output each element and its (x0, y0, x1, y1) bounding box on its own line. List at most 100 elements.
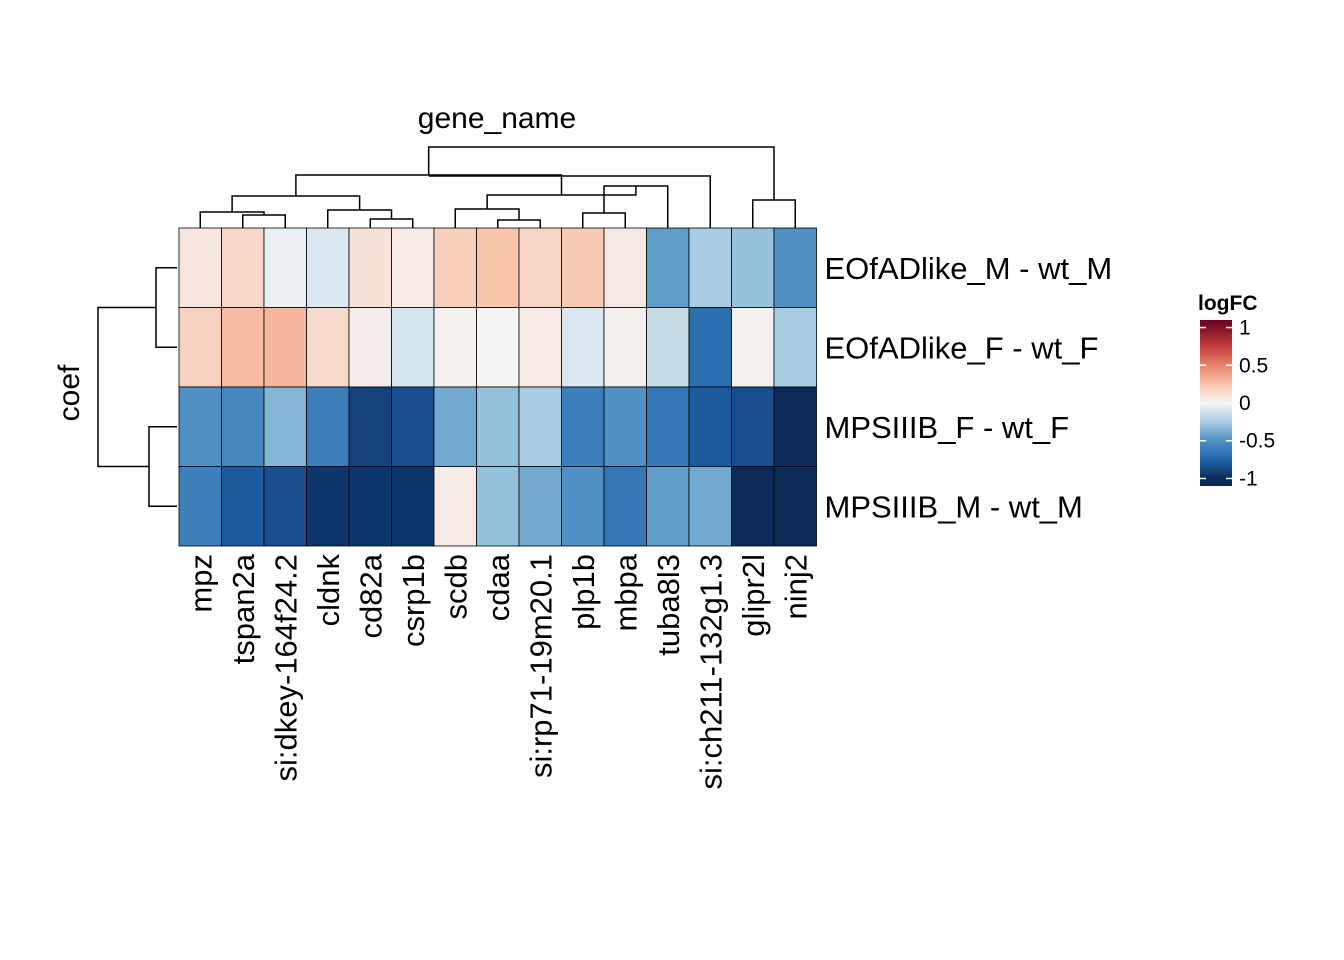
dendrogram-branch (497, 219, 541, 228)
heatmap-cell (178, 386, 222, 467)
column-label: csrp1b (396, 554, 431, 647)
heatmap-cell (561, 307, 605, 388)
heatmap-cell (263, 307, 307, 388)
heatmap-cell (178, 466, 222, 547)
row-label: MPSIIIB_M - wt_M (825, 489, 1083, 524)
row-label: EOfADlike_F - wt_F (825, 330, 1099, 365)
dendrogram-branch (454, 208, 520, 228)
heatmap-cell (221, 466, 265, 547)
heatmap-cell (348, 307, 392, 388)
heatmap-cell (306, 386, 350, 467)
legend-tick-label: 0.5 (1239, 354, 1268, 377)
heatmap-cell (646, 307, 690, 388)
heatmap-cell (773, 466, 817, 547)
heatmap-cell (688, 227, 732, 308)
heatmap-cell (518, 307, 562, 388)
column-label: si:dkey-164f24.2 (268, 554, 303, 781)
heatmap-cell (391, 466, 435, 547)
row-dendrogram (97, 267, 177, 507)
column-label: cdaa (481, 553, 516, 621)
color-legend: logFC 1 0.5 0 -0.5 -1 (1198, 292, 1275, 490)
column-label: plp1b (566, 554, 601, 630)
column-label: cldnk (311, 554, 346, 627)
heatmap-cell (306, 307, 350, 388)
heatmap-cell (603, 386, 647, 467)
dendrogram-branch (295, 174, 563, 196)
column-label: scdb (438, 554, 473, 619)
heatmap-cell (221, 227, 265, 308)
heatmap-cell (433, 307, 477, 388)
legend-tick-label: -0.5 (1239, 430, 1275, 453)
dendrogram-branch (752, 199, 796, 228)
legend-tick-label: 1 (1239, 317, 1251, 340)
heatmap-cell (688, 386, 732, 467)
legend-ticks: 1 0.5 0 -0.5 -1 (1200, 317, 1275, 490)
heatmap-cell (688, 307, 732, 388)
heatmap-cell (561, 227, 605, 308)
heatmap-cell (603, 227, 647, 308)
dendrogram-branch (582, 212, 626, 228)
heatmap-cell (221, 307, 265, 388)
heatmap-cell (263, 386, 307, 467)
heatmap-cell (603, 307, 647, 388)
heatmap-cell (561, 466, 605, 547)
column-title: gene_name (418, 102, 576, 135)
heatmap-cell (263, 227, 307, 308)
heatmap-cell (603, 466, 647, 547)
heatmap-cell (518, 227, 562, 308)
heatmap-cell (688, 466, 732, 547)
column-label: glipr2l (736, 554, 771, 637)
heatmap-cells (178, 227, 817, 547)
heatmap-cell (731, 466, 775, 547)
column-label: ninj2 (778, 554, 813, 620)
heatmap-cell (646, 227, 690, 308)
heatmap-cell (518, 386, 562, 467)
heatmap-cell (348, 386, 392, 467)
dendrogram-branch (427, 146, 775, 200)
column-label: mbpa (608, 553, 643, 631)
row-label: MPSIIIB_F - wt_F (825, 410, 1070, 445)
heatmap-cell (476, 227, 520, 308)
heatmap-cell (433, 466, 477, 547)
column-label: mpz (183, 554, 218, 613)
heatmap-cell (476, 466, 520, 547)
legend-tick-label: 0 (1239, 392, 1251, 415)
heatmap-cell (348, 466, 392, 547)
column-label: tuba8l3 (651, 554, 686, 656)
heatmap-cell (731, 307, 775, 388)
heatmap-cell (433, 386, 477, 467)
heatmap-cell (391, 307, 435, 388)
heatmap-cell (773, 386, 817, 467)
heatmap-cell (263, 466, 307, 547)
row-label: EOfADlike_M - wt_M (825, 251, 1113, 286)
heatmap-cell (391, 227, 435, 308)
row-labels: EOfADlike_M - wt_M EOfADlike_F - wt_F MPSI… (825, 251, 1113, 525)
column-label: cd82a (353, 553, 388, 638)
heatmap-cell (391, 386, 435, 467)
legend-title: logFC (1198, 292, 1257, 315)
heatmap-cell (306, 466, 350, 547)
heatmap-cell (646, 466, 690, 547)
heatmap-cell (773, 307, 817, 388)
heatmap-cell (348, 227, 392, 308)
heatmap-cell (476, 307, 520, 388)
dendrogram-branch (97, 306, 156, 468)
heatmap-cell (561, 386, 605, 467)
column-dendrogram (199, 146, 796, 228)
heatmap-cell (731, 227, 775, 308)
column-label: si:rp71-19m20.1 (523, 554, 558, 778)
dendrogram-branch (148, 426, 177, 507)
heatmap-cell (476, 386, 520, 467)
dendrogram-branch (242, 214, 286, 228)
heatmap-cell (773, 227, 817, 308)
dendrogram-branch (369, 218, 414, 228)
heatmap-cell (306, 227, 350, 308)
heatmap-cell (433, 227, 477, 308)
heatmap-cell (178, 227, 222, 308)
column-label: si:ch211-132g1.3 (693, 554, 728, 790)
column-labels: mpz tspan2a si:dkey-164f24.2 cldnk cd82a csrp… (183, 553, 813, 789)
heatmap-cell (731, 386, 775, 467)
dendrogram-branch (428, 175, 711, 228)
heatmap-cell (178, 307, 222, 388)
